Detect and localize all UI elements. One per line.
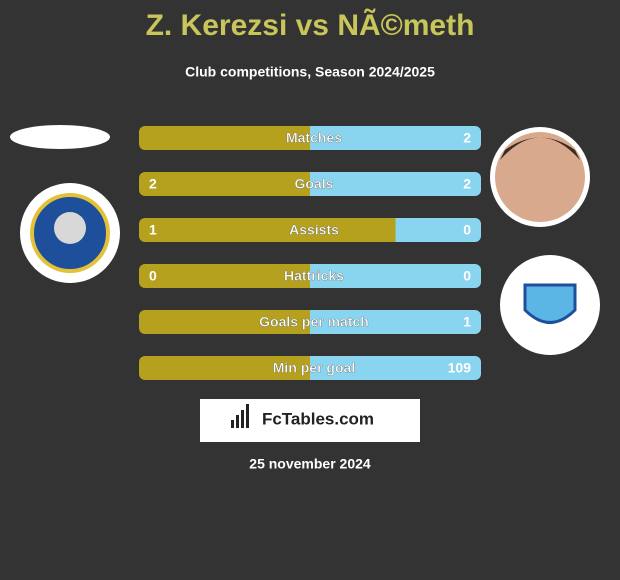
right-value: 2 [463,176,471,192]
stat-label: Min per goal [273,360,355,376]
right-club-shield [523,283,577,324]
title: Z. Kerezsi vs NÃ©meth [146,8,475,42]
right-value: 2 [463,130,471,146]
right-bar [310,356,481,380]
left-badge [10,125,110,149]
left-bar [139,172,310,196]
left-bar [139,310,310,334]
stat-label: Goals [295,176,334,192]
right-value: 1 [463,314,471,330]
stat-row [139,356,481,380]
left-value: 0 [149,268,157,284]
subtitle: Club competitions, Season 2024/2025 [185,64,435,80]
left-club-logo-face [54,212,86,244]
right-value: 0 [463,268,471,284]
stat-label: Goals per match [259,314,369,330]
stat-row [139,126,481,150]
right-bar [395,218,481,242]
stat-row [139,264,481,288]
right-bar [310,264,481,288]
right-player-face [495,132,585,222]
brand-icon [231,404,249,428]
left-value: 1 [149,222,157,238]
right-player-hair [500,137,580,160]
stat-row [139,172,481,196]
left-bar [139,264,310,288]
stat-row [139,218,481,242]
stat-label: Assists [289,222,339,238]
right-bar [310,126,481,150]
stat-label: Hattricks [284,268,344,284]
right-value: 0 [463,222,471,238]
date: 25 november 2024 [249,456,371,472]
right-bar [310,172,481,196]
stat-label: Matches [286,130,342,146]
left-bar [139,126,310,150]
right-bar [310,310,481,334]
brand-name: FcTables.com [262,409,374,428]
left-bar [139,356,310,380]
left-bar [139,218,396,242]
right-value: 109 [448,360,472,376]
stat-row [139,310,481,334]
left-value: 2 [149,176,157,192]
